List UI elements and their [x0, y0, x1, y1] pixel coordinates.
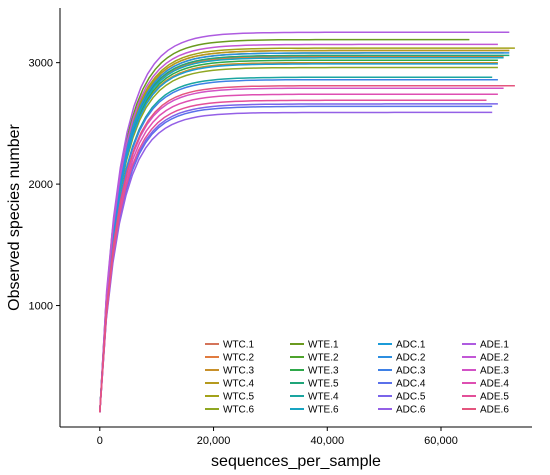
y-axis-title: Observed species number [6, 123, 23, 310]
legend-label: ADE.3 [480, 366, 509, 377]
series-line-wte-6 [99, 57, 504, 413]
y-tick-label: 1000 [29, 301, 53, 313]
series-line-wte-4 [99, 76, 493, 413]
legend-label: WTE.4 [308, 392, 339, 403]
legend-label: WTC.2 [223, 353, 255, 364]
legend-label: WTE.3 [308, 366, 339, 377]
series-line-ade-3 [99, 87, 504, 413]
legend-label: ADE.4 [480, 379, 509, 390]
legend: WTC.1 WTC.2 WTC.3 WTC.4 WTC.5 WTC.6 WTE.1 WTE.2… [205, 340, 509, 416]
series-curves [99, 31, 515, 413]
legend-label: WTE.6 [308, 405, 339, 416]
series-line-ade-5 [99, 99, 487, 413]
series-line-wtc-6 [99, 66, 498, 413]
legend-label: WTC.5 [223, 392, 255, 403]
legend-label: ADE.5 [480, 392, 509, 403]
legend-label: WTE.1 [308, 340, 339, 351]
series-line-adc-6 [99, 111, 493, 413]
legend-label: WTE.5 [308, 379, 339, 390]
legend-label: ADE.6 [480, 405, 509, 416]
legend-label: ADC.4 [396, 379, 426, 390]
x-tick-label: 0 [97, 435, 103, 447]
legend-label: WTC.4 [223, 379, 255, 390]
legend-label: ADE.1 [480, 340, 509, 351]
x-tick-label: 60,000 [424, 435, 458, 447]
x-tick-label: 40,000 [310, 435, 344, 447]
legend-label: WTE.2 [308, 353, 339, 364]
x-axis-title: sequences_per_sample [211, 453, 381, 470]
x-tick-label: 20,000 [197, 435, 231, 447]
legend-label: WTC.1 [223, 340, 255, 351]
series-line-ade-4 [99, 93, 498, 413]
series-line-adc-1 [99, 63, 498, 413]
legend-label: WTC.3 [223, 366, 255, 377]
series-line-wtc-1 [99, 49, 510, 413]
series-line-wtc-2 [99, 55, 504, 413]
legend-label: ADC.5 [396, 392, 426, 403]
series-line-wte-3 [99, 59, 498, 413]
y-tick-label: 2000 [29, 179, 53, 191]
series-line-adc-5 [99, 103, 498, 413]
series-line-adc-2 [99, 52, 510, 413]
series-line-wte-1 [99, 38, 470, 413]
series-line-ade-2 [99, 43, 498, 413]
legend-label: ADC.6 [396, 405, 426, 416]
legend-label: ADE.2 [480, 353, 509, 364]
series-line-ade-1 [99, 31, 510, 413]
series-line-wtc-4 [99, 49, 510, 413]
legend-label: ADC.3 [396, 366, 426, 377]
legend-label: WTC.6 [223, 405, 255, 416]
series-line-adc-4 [99, 105, 493, 413]
y-tick-label: 3000 [29, 58, 53, 70]
legend-label: ADC.2 [396, 353, 426, 364]
axes: 1000 2000 3000 0 20,000 40,000 60,000 [29, 8, 532, 447]
series-line-wtc-5 [99, 47, 515, 413]
legend-label: ADC.1 [396, 340, 426, 351]
series-line-wtc-3 [99, 61, 498, 413]
series-line-ade-6 [99, 84, 515, 413]
series-line-wte-5 [99, 54, 510, 413]
series-line-adc-3 [99, 78, 498, 413]
